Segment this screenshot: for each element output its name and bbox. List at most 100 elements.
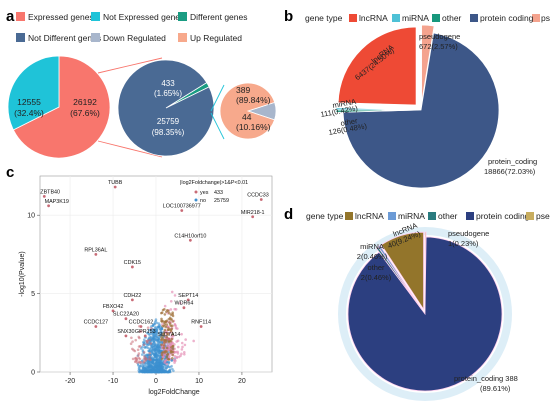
volcano-point-up bbox=[164, 359, 168, 362]
legend-d-swatch-protein-coding bbox=[466, 212, 474, 220]
volcano-point-up bbox=[183, 343, 187, 347]
volcano-xtick-label: -20 bbox=[65, 378, 75, 385]
volcano-legend-name-yes: yes bbox=[200, 190, 209, 196]
volcano-points-yes bbox=[129, 290, 195, 366]
volcano-point-up bbox=[180, 348, 184, 351]
volcano-point-up bbox=[173, 354, 177, 358]
volcano-legend-name-no: no bbox=[200, 198, 206, 204]
volcano-point-no bbox=[155, 321, 159, 325]
volcano-legend-count-no: 25759 bbox=[214, 198, 229, 204]
pie-a1-pct-expressed: (67.6%) bbox=[70, 108, 100, 118]
volcano-point-yes bbox=[150, 327, 153, 330]
volcano-point-no bbox=[156, 343, 160, 347]
pie-a3-label-up: 389 bbox=[236, 85, 250, 95]
volcano-gene-point-ccdc33 bbox=[259, 198, 263, 201]
volcano-point-yes bbox=[142, 351, 146, 354]
volcano-gene-point-cdk15 bbox=[130, 265, 134, 269]
legend-d-label-protein-coding: protein coding bbox=[476, 211, 530, 221]
pie-b-slice-lncrna bbox=[337, 26, 417, 106]
volcano-point-brown bbox=[165, 350, 168, 353]
volcano-gene-point-snx30 bbox=[124, 334, 128, 338]
pie-d-label-protein-coding: protein_coding 388 bbox=[454, 374, 518, 383]
volcano-gene-label-rpl36al: RPL36AL bbox=[84, 247, 107, 253]
pie-a3-pct-down: (10.16%) bbox=[236, 122, 271, 132]
volcano-point-yes bbox=[149, 342, 153, 345]
volcano-ytick-label: 5 bbox=[31, 291, 35, 298]
volcano-point-brown bbox=[171, 344, 175, 348]
pie-d-glow-ring bbox=[338, 227, 512, 401]
volcano-gene-label-ccdc33: CCDC33 bbox=[247, 193, 269, 199]
volcano-gene-point-zbtb40 bbox=[42, 194, 46, 198]
volcano-gene-label-cdh22: CDH22 bbox=[124, 293, 142, 299]
pie-d-pct-protein-coding: (89.61%) bbox=[480, 384, 511, 393]
volcano-point-up bbox=[176, 327, 179, 330]
volcano-gene-labels: TUBB ZBTB40 MAP3K19 CCDC33 MIR218-1 LOC100736… bbox=[40, 180, 269, 341]
pie-b-label-other: other bbox=[340, 116, 359, 128]
volcano-point-no bbox=[154, 370, 157, 374]
volcano-point-no bbox=[163, 370, 167, 374]
volcano-ylabel: -log10(Pvalue) bbox=[19, 251, 26, 297]
panel-d-legend: gene type lncRNA miRNA other protein coding p… bbox=[306, 211, 550, 221]
volcano-point-up bbox=[176, 345, 180, 349]
volcano-point-brown bbox=[160, 353, 164, 357]
volcano-point-up bbox=[179, 354, 182, 358]
volcano-legend-dot-no bbox=[194, 198, 198, 202]
volcano-point-brown bbox=[160, 343, 163, 346]
volcano-gene-point-wdr64 bbox=[182, 306, 186, 310]
volcano-ytick-label: 10 bbox=[27, 213, 35, 220]
volcano-point-up bbox=[173, 358, 176, 362]
pie-d-pct-other: 2(0.46%) bbox=[361, 273, 392, 282]
volcano-point-no bbox=[171, 367, 174, 371]
volcano-point-no bbox=[136, 363, 140, 367]
volcano-point-yes bbox=[131, 357, 135, 361]
volcano-point-yes bbox=[138, 336, 141, 340]
legend-label-expressed-genes: Expressed genes bbox=[28, 12, 94, 22]
volcano-point-yes bbox=[138, 357, 142, 361]
legend-swatch-down-regulated bbox=[91, 33, 100, 42]
volcano-xtick-label: 10 bbox=[195, 378, 203, 385]
pie-a-connector-3 bbox=[210, 84, 225, 112]
volcano-point-yes bbox=[148, 338, 151, 342]
volcano-gene-point-rpl36al bbox=[94, 253, 98, 256]
volcano-point-brown bbox=[167, 358, 171, 361]
volcano-point-up bbox=[184, 338, 187, 341]
pie-a3-slice-up bbox=[219, 82, 276, 140]
volcano-point-brown bbox=[170, 356, 174, 360]
volcano-point-brown bbox=[171, 311, 174, 314]
legend-b-label-protein-coding: protein coding bbox=[480, 13, 534, 23]
volcano-point-brown bbox=[168, 311, 171, 315]
pie-a-connector-4 bbox=[210, 112, 225, 140]
pie-a2-label-not-different: 25759 bbox=[157, 117, 180, 126]
volcano-point-no bbox=[157, 339, 160, 342]
volcano-point-no bbox=[157, 366, 161, 370]
volcano-point-no bbox=[164, 366, 168, 370]
volcano-point-no bbox=[156, 332, 159, 336]
legend-b-title: gene type bbox=[305, 13, 343, 23]
volcano-point-yes bbox=[138, 361, 142, 364]
volcano-point-up bbox=[167, 342, 171, 346]
pie-a1-label-not-expressed: 12555 bbox=[17, 97, 41, 107]
volcano-point-up bbox=[173, 307, 177, 311]
volcano-point-brown bbox=[165, 323, 169, 326]
volcano-gene-label-tubb: TUBB bbox=[108, 180, 123, 186]
volcano-gene-label-wdr64: WDR64 bbox=[174, 301, 193, 307]
volcano-point-no bbox=[158, 360, 161, 363]
legend-label-not-different-genes: Not Different genes bbox=[28, 33, 101, 43]
volcano-point-no bbox=[138, 370, 142, 374]
volcano-point-no bbox=[152, 331, 156, 334]
pie-a2-label-different: 433 bbox=[161, 79, 175, 88]
volcano-xtick-label: 20 bbox=[238, 378, 246, 385]
volcano-gene-label-zbtb40: ZBTB40 bbox=[40, 189, 60, 195]
legend-d-swatch-pseudogene bbox=[526, 212, 534, 220]
legend-d-title: gene type bbox=[306, 211, 344, 221]
volcano-point-no bbox=[141, 365, 145, 369]
pie-b-pct-pseudogene: 672(2.57%) bbox=[419, 42, 458, 51]
pie-a1-slice-not-expressed bbox=[7, 55, 60, 131]
volcano-point-brown bbox=[160, 317, 163, 321]
volcano-point-yes bbox=[138, 345, 142, 348]
pie-a2-slice-not-different bbox=[117, 59, 215, 157]
volcano-point-no bbox=[157, 324, 161, 327]
volcano-gene-point-fbxo42 bbox=[111, 309, 115, 313]
volcano-point-brown bbox=[170, 337, 174, 341]
